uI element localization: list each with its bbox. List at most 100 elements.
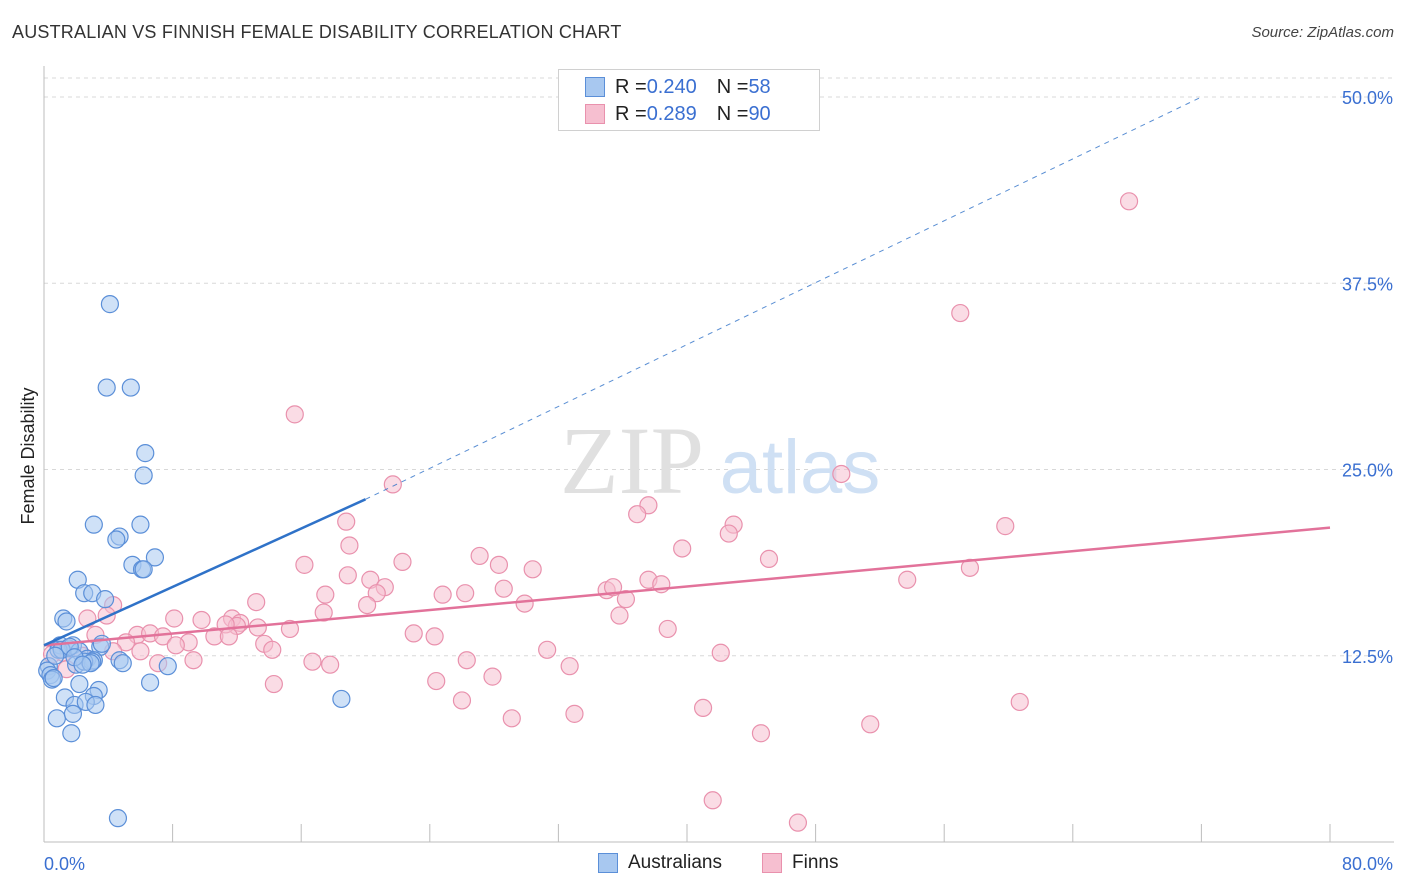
finns-point (861, 715, 880, 734)
finns-point (184, 651, 203, 670)
finns-point (452, 691, 472, 710)
finns-point (393, 552, 412, 571)
finns-point (280, 619, 300, 639)
finns-point (951, 303, 970, 323)
legend-r-value: 0.289 (646, 102, 697, 125)
finns-point (314, 603, 333, 622)
finns-point (693, 698, 713, 718)
legend-r-label: R = (615, 102, 647, 125)
finns-point (483, 667, 502, 686)
australians-point (63, 704, 83, 723)
finns-points (42, 192, 1139, 832)
legend-n-value: 58 (748, 75, 771, 98)
finns-point (658, 619, 677, 639)
australians-trend-extension (365, 96, 1202, 500)
y-axis-label: Female Disability (18, 387, 38, 524)
legend-row-finns: R = 0.289 N = 90 (585, 101, 771, 127)
correlation-legend: R = 0.240 N = 58 R = 0.289 N = 90 (558, 69, 820, 131)
australians-point (107, 530, 126, 549)
legend-item-finns: Finns (762, 852, 838, 874)
legend-australians-label: Australians (628, 852, 722, 873)
australians-point (145, 548, 165, 567)
australians-point (332, 689, 351, 709)
watermark-zip: ZIP (560, 407, 704, 514)
legend-n-label: N = (716, 75, 749, 98)
finns-point (703, 791, 722, 810)
y-tick-label: 50.0% (1342, 88, 1393, 108)
finns-point (502, 709, 521, 728)
finns-point (711, 643, 730, 662)
watermark-atlas: atlas (720, 425, 881, 510)
legend-n-value: 90 (748, 102, 771, 125)
legend-item-australians: Australians (598, 852, 722, 874)
australians-point (44, 668, 63, 688)
australians-swatch (585, 77, 605, 97)
finns-point (523, 560, 542, 579)
finns-point (759, 549, 779, 569)
finns-point (603, 578, 623, 597)
australians-point (47, 709, 66, 728)
finns-point (131, 642, 150, 661)
finns-point (166, 636, 185, 655)
finns-point (788, 813, 808, 832)
finns-point (616, 590, 636, 609)
finns-point (358, 595, 377, 615)
finns-point (295, 555, 314, 574)
finns-point (832, 464, 851, 484)
legend-r-value: 0.240 (646, 75, 697, 98)
chart-title: AUSTRALIAN VS FINNISH FEMALE DISABILITY … (12, 22, 622, 42)
finns-legend-swatch (762, 853, 782, 873)
finns-point (383, 475, 402, 494)
australians-point (46, 646, 65, 665)
finns-point (457, 651, 476, 670)
australians-legend-swatch (598, 853, 618, 873)
finns-point (192, 610, 211, 630)
axes (43, 66, 1394, 843)
australians-point (62, 724, 81, 743)
source-label: Source: ZipAtlas.com (1251, 24, 1394, 41)
y-tick-label: 37.5% (1342, 274, 1393, 294)
finns-point (996, 517, 1015, 536)
finns-point (456, 584, 475, 603)
y-tick-label: 12.5% (1342, 647, 1393, 667)
finns-point (673, 539, 692, 558)
finns-point (263, 640, 282, 659)
finns-point (470, 546, 489, 566)
finns-point (425, 627, 444, 646)
finns-point (610, 606, 629, 625)
australians-point (100, 295, 120, 314)
finns-point (898, 570, 917, 589)
zipatlas-watermark: ZIP atlas (560, 407, 880, 514)
finns-point (340, 536, 359, 555)
finns-point (628, 505, 647, 524)
finns-point (433, 585, 452, 604)
australians-point (92, 634, 111, 653)
australians-point (70, 674, 89, 694)
finns-point (427, 671, 446, 691)
finns-point (565, 704, 584, 723)
finns-point (538, 640, 557, 659)
finns-point (264, 674, 283, 694)
finns-point (321, 655, 340, 674)
australians-point (136, 444, 155, 463)
finns-point (285, 405, 304, 424)
australians-point (108, 809, 128, 828)
australians-point (86, 695, 105, 715)
australians-point (140, 673, 160, 692)
finns-point (165, 609, 184, 628)
legend-row-australians: R = 0.240 N = 58 (585, 74, 771, 100)
finns-point (489, 555, 509, 574)
legend-r-label: R = (615, 75, 647, 98)
australians-point (134, 466, 153, 485)
grid-lines (44, 77, 1394, 657)
finns-point (247, 593, 266, 612)
legend-n-label: N = (716, 102, 749, 125)
australians-point (57, 612, 76, 631)
australians-point (113, 654, 132, 673)
australians-point (84, 515, 103, 534)
finns-point (719, 524, 738, 543)
finns-point (1119, 192, 1139, 211)
finns-point (303, 652, 322, 671)
y-tick-label: 25.0% (1342, 461, 1393, 481)
